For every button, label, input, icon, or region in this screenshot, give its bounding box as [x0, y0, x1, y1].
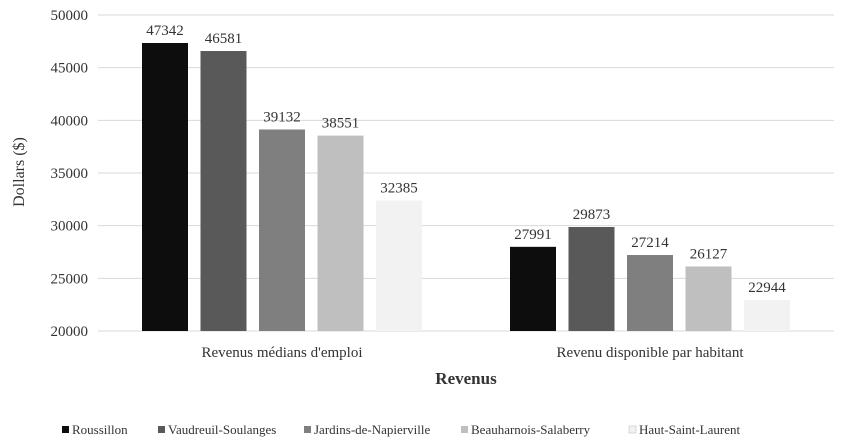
x-axis-title: Revenus: [435, 369, 497, 388]
legend-label: Vaudreuil-Soulanges: [168, 422, 276, 437]
y-tick-label: 40000: [51, 113, 89, 129]
bar: [568, 227, 615, 331]
data-label: 38551: [322, 116, 360, 132]
y-tick-label: 20000: [51, 324, 89, 340]
bar: [317, 135, 364, 331]
y-tick-label: 25000: [51, 271, 89, 287]
bar: [685, 266, 732, 331]
legend-label: Haut-Saint-Laurent: [639, 422, 740, 437]
legend-label: Roussillon: [72, 422, 128, 437]
data-label: 29873: [573, 207, 611, 223]
bar: [259, 129, 305, 331]
data-label: 26127: [690, 246, 728, 262]
legend: Roussillon Vaudreuil-Soulanges Jardins-de-…: [62, 422, 740, 437]
y-axis-ticks: 20000 25000 30000 35000 40000 45000 50000: [51, 8, 89, 340]
data-label: 27991: [514, 227, 552, 243]
y-axis-title: Dollars ($): [11, 137, 28, 207]
bar: [744, 299, 790, 331]
data-labels: 47342 46581 39132 38551 32385 27991 29873 27214…: [146, 23, 786, 296]
bar: [200, 51, 247, 332]
x-category-label: Revenu disponible par habitant: [556, 345, 744, 361]
y-tick-label: 35000: [51, 166, 89, 182]
data-label: 32385: [380, 181, 418, 197]
bar: [627, 255, 673, 331]
y-tick-label: 50000: [51, 8, 89, 24]
bar: [142, 42, 188, 332]
bar: [510, 246, 556, 331]
legend-swatch: [461, 426, 468, 433]
legend-swatch: [304, 426, 311, 433]
data-label: 22944: [748, 280, 786, 296]
data-label: 39132: [263, 109, 301, 125]
legend-swatch: [62, 426, 69, 433]
y-tick-label: 30000: [51, 219, 89, 235]
x-category-label: Revenus médians d'emploi: [201, 345, 362, 361]
legend-label: Beauharnois-Salaberry: [471, 422, 591, 437]
y-tick-label: 45000: [51, 61, 89, 77]
data-label: 47342: [146, 23, 184, 39]
bars: [142, 42, 790, 332]
legend-swatch: [628, 425, 637, 434]
data-label: 27214: [631, 235, 669, 251]
data-label: 46581: [205, 31, 243, 47]
legend-swatch: [158, 426, 165, 433]
x-axis-categories: Revenus médians d'emploi Revenu disponibl…: [201, 345, 744, 361]
bar: [376, 200, 422, 331]
legend-label: Jardins-de-Napierville: [314, 422, 430, 437]
